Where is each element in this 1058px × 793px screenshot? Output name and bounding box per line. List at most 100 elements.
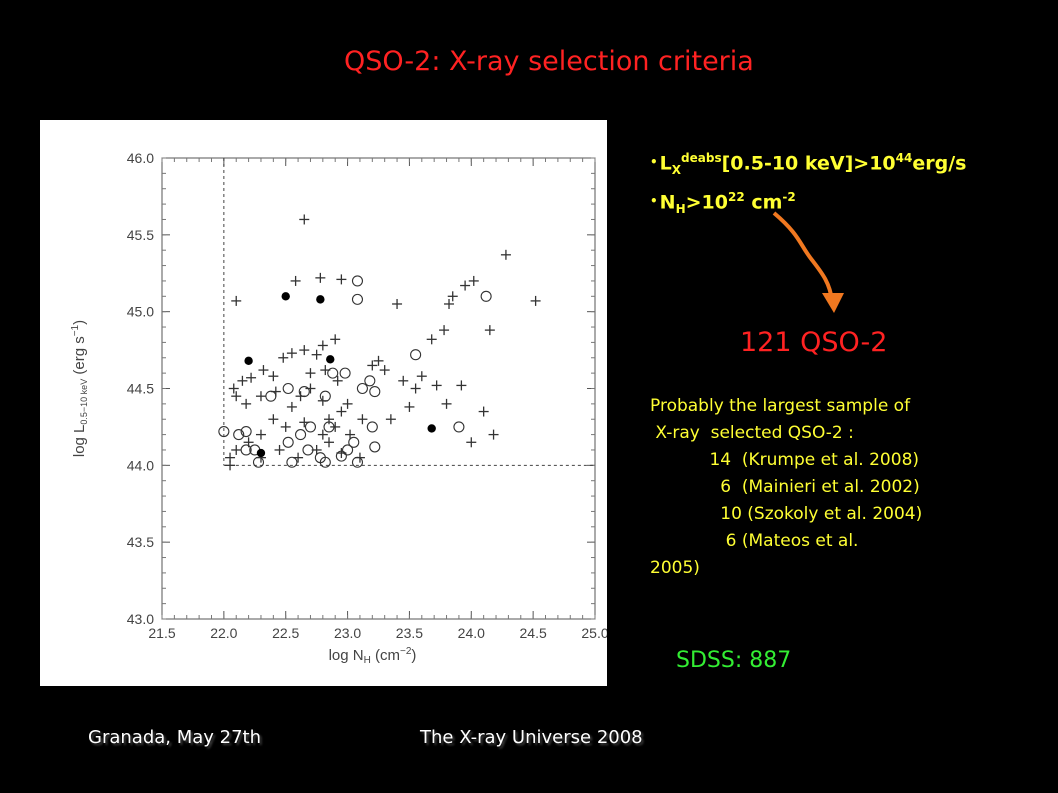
curved-arrow-down-icon — [772, 211, 844, 313]
open-circle-marker — [295, 429, 307, 441]
open-circle-marker — [252, 456, 265, 468]
plus-marker — [357, 414, 368, 425]
open-circle-marker — [218, 425, 230, 438]
plus-marker — [332, 375, 343, 386]
plus-marker — [410, 383, 421, 394]
open-circle-marker — [323, 421, 335, 433]
filled-circle-marker — [281, 292, 290, 301]
open-circle-marker — [282, 382, 294, 395]
plot-labels: 21.5 22.0 22.5 23.0 23.5 24.0 24.5 25.0 43.0 43.5… — [70, 150, 607, 666]
plus-marker — [231, 444, 242, 455]
footer-location: Granada, May 27th — [88, 727, 262, 748]
open-circle-marker — [351, 456, 364, 468]
open-circle-marker — [348, 436, 360, 448]
sdss-count: SDSS: 887 — [676, 648, 792, 673]
open-circle-marker — [286, 456, 298, 468]
y-tick-label: 43.5 — [127, 534, 154, 550]
qso2-count: 121 QSO-2 — [740, 327, 888, 358]
plus-marker — [299, 345, 310, 356]
open-circle-marker — [369, 386, 381, 398]
plus-marker — [286, 348, 297, 359]
plus-marker — [398, 375, 409, 386]
plus-marker — [255, 391, 266, 402]
plus-marker — [392, 298, 403, 309]
y-tick-label: 45.0 — [127, 304, 154, 320]
filled-circle-marker — [326, 355, 335, 364]
criterion-superscript: deabs — [681, 151, 722, 165]
open-circle-marker — [410, 349, 422, 361]
criterion-subscript: H — [675, 202, 686, 217]
plus-marker — [317, 429, 328, 440]
x-axis-label: log NH (cm−2) — [329, 646, 417, 666]
plus-marker — [426, 334, 437, 345]
plot-axes — [161, 157, 596, 620]
plus-marker — [290, 275, 301, 286]
plus-marker — [500, 249, 511, 260]
criterion-unit-exponent: -2 — [782, 190, 796, 205]
plus-marker — [324, 437, 335, 448]
plus-marker — [416, 371, 427, 382]
bullet-icon: • — [650, 155, 658, 170]
x-tick-label: 23.5 — [396, 625, 423, 641]
plus-marker — [317, 340, 328, 351]
plus-marker — [231, 295, 242, 306]
open-circle-marker — [327, 367, 339, 379]
plus-marker — [274, 444, 285, 455]
open-circle-marker — [364, 375, 376, 387]
plus-marker — [231, 391, 242, 402]
open-circle-marker — [453, 421, 465, 433]
y-tick-label: 46.0 — [127, 150, 154, 166]
plus-marker — [447, 291, 458, 302]
y-axis-label: log L0.5−10 keV (erg s−1) — [70, 320, 89, 457]
plus-marker — [246, 372, 257, 383]
plus-marker — [330, 421, 341, 432]
selection-criteria: • LXdeabs[0.5-10 keV]>1044erg/s • NH>1022 … — [650, 145, 966, 223]
sample-notes: Probably the largest sample of X-ray sel… — [650, 396, 923, 578]
open-circle-marker — [304, 421, 317, 433]
open-circle-marker — [342, 444, 354, 456]
criterion-symbol: N — [659, 191, 676, 214]
open-circle-marker — [240, 444, 252, 456]
plus-marker — [241, 398, 252, 409]
criterion-text: [0.5-10 keV]>10 — [721, 152, 896, 175]
plus-marker — [488, 429, 499, 440]
slide-title: QSO-2: X-ray selection criteria — [344, 46, 754, 77]
x-tick-label: 24.5 — [520, 625, 547, 641]
bullet-icon: • — [650, 194, 658, 209]
plus-marker — [299, 214, 310, 225]
plus-marker — [278, 352, 289, 363]
plus-marker — [305, 383, 316, 394]
y-tick-label: 44.5 — [127, 381, 154, 397]
plus-marker — [311, 349, 322, 360]
criterion-column-density: • NH>1022 cm-2 — [650, 184, 966, 223]
x-tick-label: 22.5 — [272, 625, 299, 641]
open-circle-marker — [366, 421, 378, 433]
plus-marker — [460, 280, 471, 291]
plus-marker — [286, 401, 297, 412]
open-circle-marker — [356, 382, 368, 395]
filled-circle-marker — [427, 424, 436, 433]
x-tick-label: 22.0 — [210, 625, 237, 641]
plus-marker — [255, 429, 266, 440]
plus-marker — [305, 368, 316, 379]
criterion-unit: erg/s — [912, 152, 967, 175]
plus-marker — [225, 460, 236, 471]
plus-marker — [385, 414, 396, 425]
x-tick-label: 21.5 — [148, 625, 175, 641]
criterion-luminosity: • LXdeabs[0.5-10 keV]>1044erg/s — [650, 145, 966, 184]
plus-marker — [330, 334, 341, 345]
plus-marker — [468, 275, 479, 286]
plus-marker — [431, 380, 442, 391]
plus-marker — [373, 355, 384, 366]
plus-marker — [258, 365, 269, 376]
plus-marker — [342, 398, 353, 409]
filled-circle-marker — [244, 356, 253, 366]
plus-marker — [530, 295, 541, 306]
plus-marker — [345, 429, 356, 440]
plus-marker — [268, 371, 279, 382]
plus-marker — [484, 325, 495, 336]
open-circle-marker — [369, 441, 381, 453]
footer-event: The X-ray Universe 2008 — [420, 727, 643, 748]
plus-marker — [379, 365, 390, 376]
criterion-symbol: L — [659, 152, 672, 175]
